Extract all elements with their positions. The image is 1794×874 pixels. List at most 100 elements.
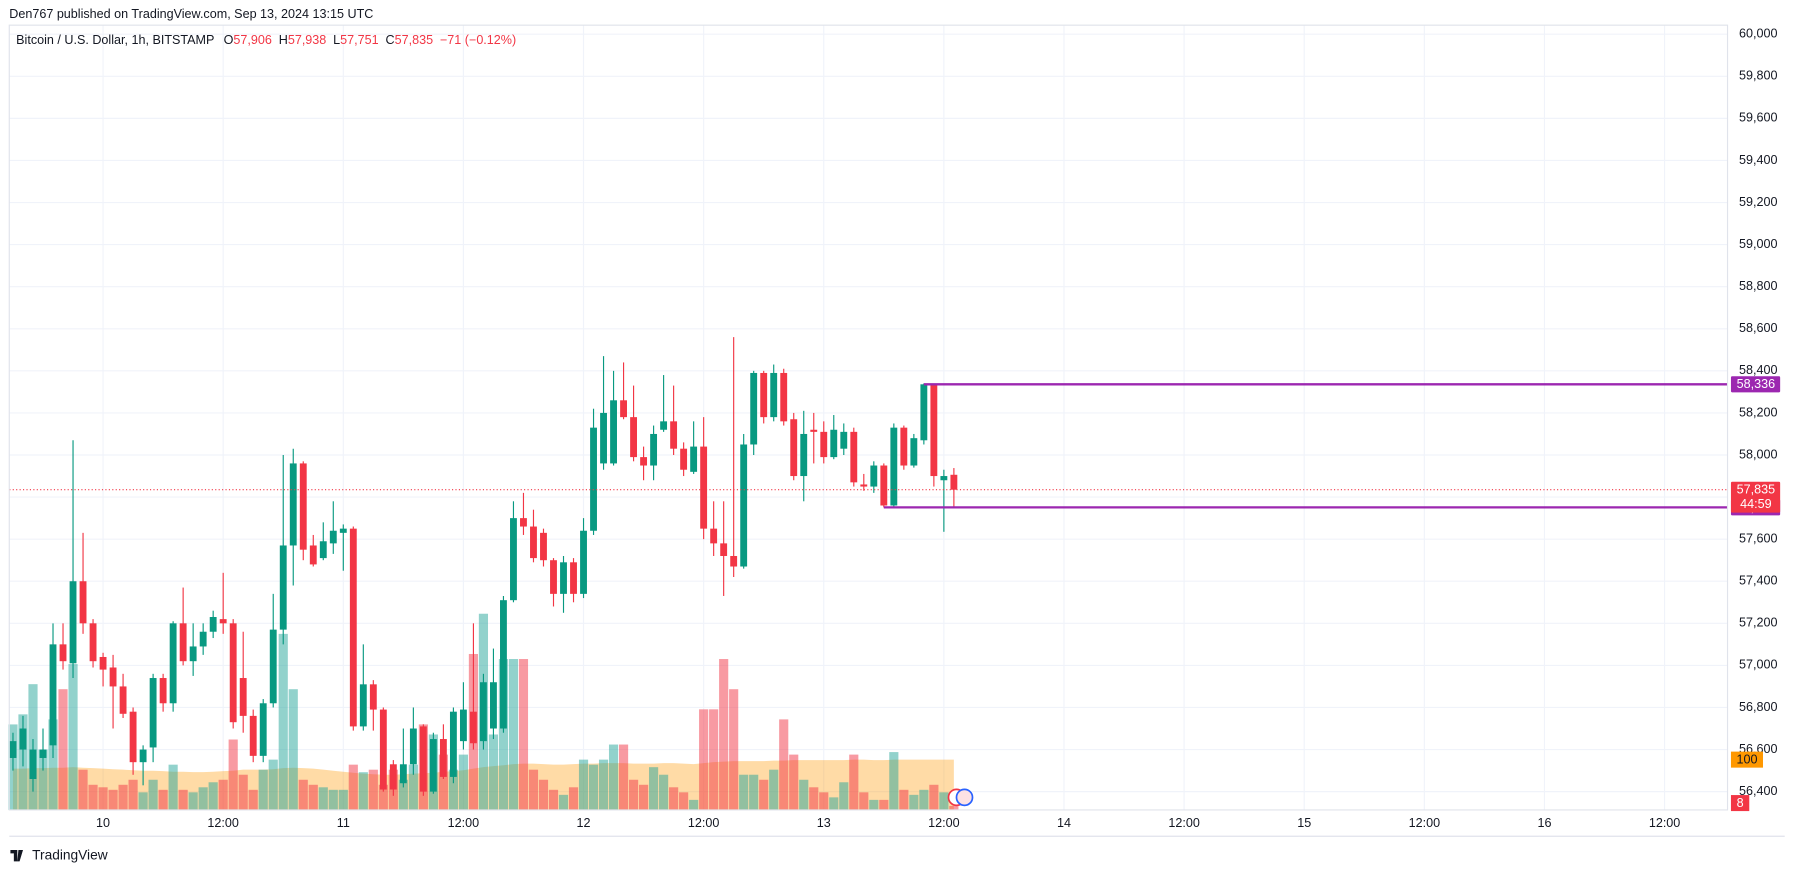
candle-body	[510, 518, 517, 601]
volume-bar	[38, 749, 48, 810]
y-tick-label: 57,400	[1739, 574, 1777, 588]
candle-body	[920, 384, 928, 441]
volume-bar	[278, 633, 288, 810]
candle-body	[359, 684, 367, 727]
ohlc-value: 57,938	[288, 34, 326, 48]
candle-body	[950, 474, 958, 490]
symbol-title: Bitcoin / U.S. Dollar, 1h, BITSTAMP	[16, 34, 214, 48]
candle-body	[339, 528, 347, 533]
volume-bar	[408, 764, 418, 810]
volume-bar	[458, 754, 468, 810]
brand-name: TradingView	[32, 847, 108, 862]
volume-bar	[218, 779, 228, 810]
volume-bar	[118, 784, 128, 810]
candle-body	[710, 528, 718, 544]
candle-body	[860, 484, 868, 487]
volume-bar	[288, 689, 298, 810]
candle-body	[129, 711, 137, 763]
ohlc-value: 57,751	[340, 34, 378, 48]
volume-bar	[929, 784, 939, 810]
candle-body	[670, 421, 678, 449]
volume-bar	[578, 759, 589, 810]
candle-body	[570, 562, 577, 594]
volume-bar	[919, 789, 929, 810]
volume-bar	[819, 792, 829, 810]
volume-bar	[779, 719, 789, 810]
volume-bar	[679, 792, 689, 810]
candle-body	[209, 617, 217, 632]
volume-bar	[548, 789, 559, 810]
event-icon	[947, 788, 974, 807]
candle-body	[269, 629, 277, 704]
candle-body	[900, 427, 908, 466]
candle-body	[620, 400, 627, 418]
candle-body	[199, 631, 207, 647]
candle-body	[189, 646, 197, 662]
volume-bar	[228, 739, 238, 810]
candle-body	[770, 372, 778, 418]
volume-bar	[248, 789, 258, 810]
volume-bar	[769, 769, 779, 810]
volume-bar	[488, 734, 499, 810]
volume-bar	[138, 792, 148, 810]
plot-border	[8, 24, 1729, 811]
flag-circle	[955, 788, 974, 807]
candle-body	[309, 545, 317, 565]
x-tick-label: 12:00	[207, 816, 238, 830]
candle-body	[219, 619, 227, 624]
volume-bar	[899, 789, 909, 810]
logo-mark	[10, 849, 23, 862]
candle-body	[700, 446, 708, 529]
candle-body	[890, 427, 898, 506]
candle-body	[690, 446, 698, 472]
candle-body	[640, 457, 648, 466]
volume-bar	[879, 799, 889, 810]
candle-body	[119, 686, 127, 714]
volume-bar	[518, 659, 529, 810]
candle-body	[289, 463, 297, 546]
countdown-label: 44:59	[1740, 497, 1771, 511]
volume-bar	[759, 779, 769, 810]
x-tick-label: 12:00	[448, 816, 479, 830]
volume-bar	[258, 769, 268, 810]
volume-bar	[719, 659, 729, 810]
candle-body	[760, 372, 768, 418]
x-tick-label: 12:00	[928, 816, 959, 830]
volume-ma-box	[1730, 751, 1763, 768]
candle-body	[630, 417, 638, 458]
candle-body	[369, 684, 377, 710]
candle-body	[59, 644, 67, 662]
y-tick-label: 58,200	[1739, 405, 1777, 419]
volume-bar	[538, 779, 549, 810]
price-pane	[9, 337, 1728, 796]
volume-bar	[68, 664, 78, 810]
y-tick-label: 57,000	[1739, 658, 1777, 672]
candle-body	[99, 656, 107, 670]
volume-bar	[558, 794, 569, 810]
candle-body	[520, 518, 527, 527]
y-tick-label: 56,800	[1739, 700, 1777, 714]
volume-bar	[528, 769, 539, 810]
y-tick-label: 58,600	[1739, 321, 1777, 335]
candle-body	[800, 433, 808, 477]
ohlc-value: 57,906	[233, 34, 271, 48]
x-tick-label: 14	[1057, 816, 1071, 830]
ohlc-value: 57,835	[395, 34, 433, 48]
volume-bar	[128, 779, 138, 810]
x-tick-label: 13	[817, 816, 831, 830]
candle-body	[89, 623, 97, 662]
candle-body	[299, 463, 307, 550]
volume-bar	[709, 709, 719, 810]
y-tick-label: 59,000	[1739, 237, 1777, 251]
volume-bar	[699, 709, 709, 810]
candle-body	[49, 644, 57, 746]
volume-bar	[158, 789, 168, 810]
candle-body	[79, 581, 87, 624]
x-tick-label: 10	[96, 816, 110, 830]
candle-body	[239, 678, 247, 716]
volume-bar	[358, 772, 368, 810]
volume-bar	[639, 784, 649, 810]
price-label: 58,336	[1737, 377, 1775, 391]
volume-bar	[598, 759, 609, 810]
candle-body	[19, 728, 27, 750]
